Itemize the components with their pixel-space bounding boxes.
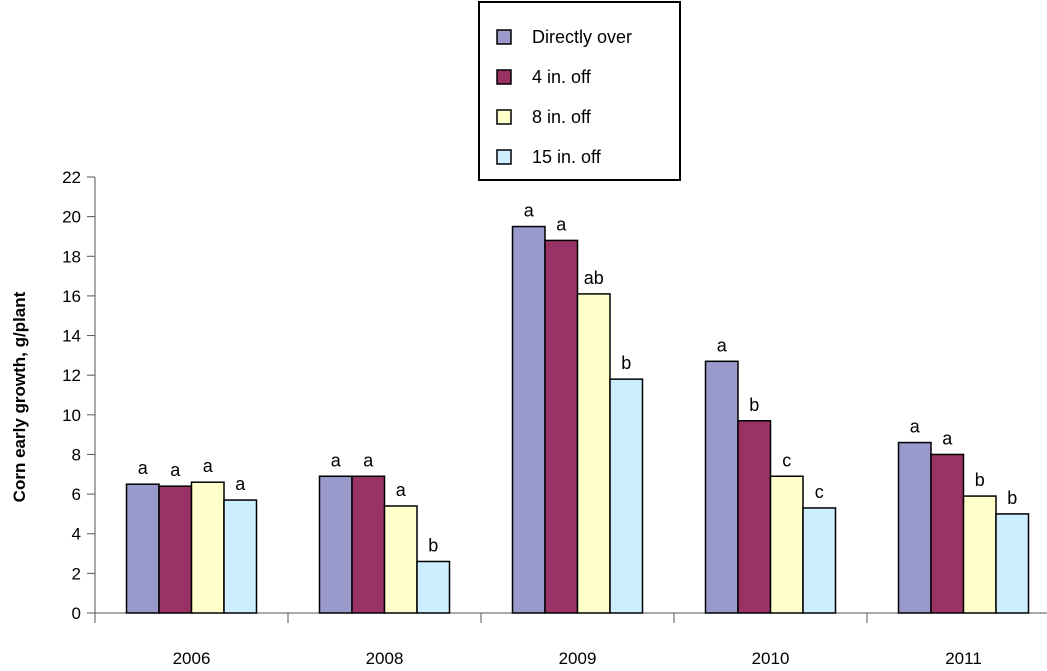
x-tick-label: 2009: [559, 649, 597, 668]
y-tick-label: 6: [72, 485, 81, 504]
bar: [962, 495, 997, 614]
y-axis: 0 2 4 6 8 10 12 14 16 18 20 22: [62, 168, 96, 623]
significance-label: a: [170, 460, 181, 480]
significance-label: c: [782, 450, 791, 470]
significance-label: b: [428, 535, 438, 555]
significance-label: a: [717, 335, 728, 355]
legend-swatch: [496, 69, 512, 85]
y-tick-label: 16: [62, 287, 81, 306]
bar: [223, 499, 258, 614]
x-tick-label: 2008: [366, 649, 404, 668]
legend-label: Directly over: [532, 27, 632, 47]
x-tick-label: 2011: [945, 649, 982, 668]
x-axis: 2006 2008 2009 2010 2011: [94, 612, 1047, 668]
significance-label: a: [556, 214, 567, 234]
significance-label: a: [910, 417, 921, 437]
y-tick-label: 0: [72, 604, 81, 623]
significance-label: a: [396, 480, 407, 500]
bar: [544, 239, 579, 614]
legend-swatch: [496, 149, 512, 165]
bar: [318, 475, 353, 614]
significance-label: b: [749, 395, 759, 415]
legend-box: [478, 1, 681, 181]
significance-label: a: [524, 201, 535, 221]
y-tick-label: 20: [62, 208, 81, 227]
bar: [158, 485, 193, 614]
y-axis-label: Corn early growth, g/plant: [10, 291, 29, 502]
legend-swatch: [496, 29, 512, 45]
x-tick-label: 2010: [752, 649, 790, 668]
bars: [125, 225, 1030, 614]
bar: [416, 560, 451, 614]
y-tick-label: 12: [62, 366, 81, 385]
bar: [802, 507, 837, 614]
y-tick-label: 22: [62, 168, 81, 187]
significance-label: a: [331, 450, 342, 470]
bar: [930, 453, 965, 614]
y-tick-label: 14: [62, 327, 81, 346]
bar: [995, 513, 1030, 614]
y-tick-label: 10: [62, 406, 81, 425]
legend-swatch: [496, 109, 512, 125]
y-tick-label: 2: [72, 564, 81, 583]
y-tick-label: 18: [62, 247, 81, 266]
significance-label: ab: [584, 268, 604, 288]
significance-label: b: [1007, 488, 1017, 508]
significance-label: c: [815, 482, 824, 502]
significance-label: a: [363, 450, 374, 470]
bar: [576, 293, 611, 614]
legend: Directly over 4 in. off 8 in. off 15 in. of…: [478, 1, 681, 181]
y-tick-label: 4: [72, 525, 81, 544]
bar: [511, 225, 546, 614]
significance-label: a: [942, 428, 953, 448]
y-tick-label: 8: [72, 445, 81, 464]
significance-label: a: [235, 474, 246, 494]
significance-label: a: [138, 458, 149, 478]
legend-label: 4 in. off: [532, 67, 592, 87]
bar: [704, 360, 739, 614]
bar: [383, 505, 418, 614]
bar: [351, 475, 386, 614]
bar: [769, 475, 804, 614]
legend-label: 15 in. off: [532, 147, 602, 167]
bar: [190, 481, 225, 614]
significance-label: a: [203, 456, 214, 476]
bar: [125, 483, 160, 614]
bar: [609, 378, 644, 614]
x-tick-label: 2006: [173, 649, 211, 668]
bar: [897, 441, 932, 614]
significance-label: b: [975, 470, 985, 490]
legend-label: 8 in. off: [532, 107, 592, 127]
bar: [737, 420, 772, 614]
significance-label: b: [621, 353, 631, 373]
